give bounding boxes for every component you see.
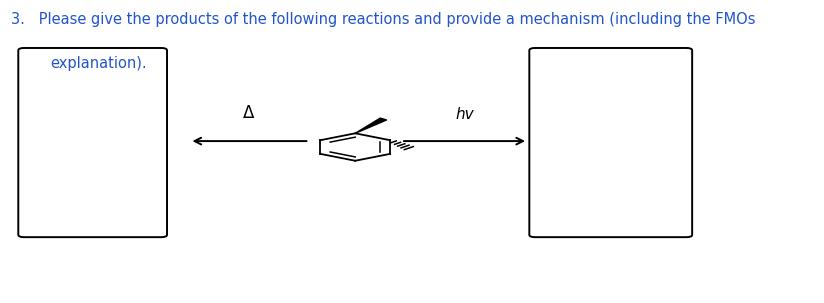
Text: explanation).: explanation).	[51, 56, 147, 71]
Polygon shape	[355, 118, 386, 133]
Text: 3.   Please give the products of the following reactions and provide a mechanism: 3. Please give the products of the follo…	[12, 12, 756, 27]
Text: Δ: Δ	[242, 104, 254, 122]
FancyBboxPatch shape	[18, 48, 167, 237]
Text: hv: hv	[455, 107, 474, 122]
FancyBboxPatch shape	[529, 48, 692, 237]
